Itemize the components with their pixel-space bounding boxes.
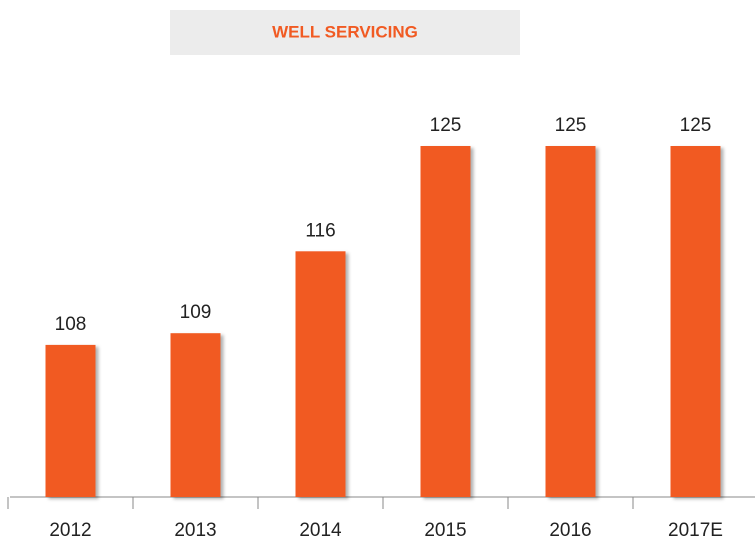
value-label: 108 <box>55 314 87 335</box>
bar <box>545 146 596 497</box>
bar <box>45 344 96 497</box>
bar <box>170 333 221 497</box>
x-tick-label: 2017E <box>668 520 723 541</box>
bar <box>295 251 346 497</box>
value-label: 116 <box>305 220 335 241</box>
x-tick-label: 2012 <box>49 520 91 541</box>
value-label: 125 <box>680 115 712 136</box>
x-tick-label: 2014 <box>299 520 342 541</box>
chart-title: WELL SERVICING <box>272 22 418 41</box>
x-tick-label: 2013 <box>174 520 216 541</box>
title-box <box>170 10 520 55</box>
value-label: 125 <box>555 115 587 136</box>
bar <box>420 146 471 497</box>
x-tick-label: 2016 <box>549 520 591 541</box>
value-label: 109 <box>180 302 212 323</box>
value-label: 125 <box>430 115 462 136</box>
x-tick-label: 2015 <box>424 520 466 541</box>
bar <box>670 146 721 497</box>
